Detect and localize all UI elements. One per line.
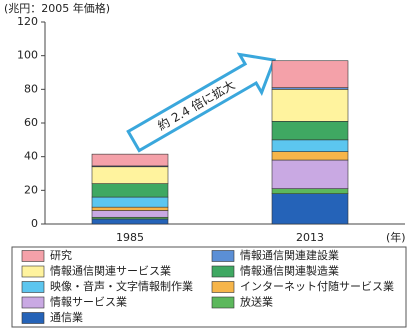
bar-segment	[271, 151, 349, 161]
legend-swatch	[211, 281, 235, 293]
bar-segment	[91, 183, 169, 198]
legend-swatch	[21, 312, 45, 324]
bar-segment	[91, 166, 169, 184]
bar-segment	[91, 210, 169, 218]
annotation: 約 2.4 倍に拡大	[155, 77, 238, 133]
legend-swatch	[21, 250, 45, 262]
x-tick-label: 2013	[296, 231, 324, 244]
legend-label: 映像・音声・文字情報制作業	[50, 279, 193, 293]
legend-label: 放送業	[240, 295, 273, 309]
legend-swatch	[21, 281, 45, 293]
bar-segment	[91, 196, 169, 208]
bar-segment	[91, 218, 169, 225]
legend-swatch	[211, 296, 235, 309]
legend-label: 情報通信関連建設業	[240, 248, 339, 262]
legend-label: 情報通信関連サービス業	[50, 264, 171, 278]
legend-swatch	[21, 265, 45, 278]
legend-label: インターネット付随サービス業	[240, 279, 394, 293]
bar-segment	[271, 193, 349, 225]
arrow-shape	[126, 52, 277, 153]
y-tick-label: 100	[17, 49, 38, 62]
y-tick-label: 0	[31, 217, 38, 230]
y-tick-label: 80	[24, 82, 38, 95]
bar-segment	[271, 159, 349, 189]
bar-segment	[271, 188, 349, 194]
bar-segment	[271, 89, 349, 122]
legend-label: 通信業	[50, 311, 83, 324]
legend-box	[11, 246, 407, 328]
x-tick-label: 1985	[116, 231, 144, 244]
bar-segment	[91, 206, 169, 211]
bar-segment	[91, 153, 169, 167]
legend-swatch	[211, 265, 235, 278]
legend-swatch	[211, 250, 235, 262]
y-tick-label: 20	[24, 183, 38, 196]
x-axis-label: (年)	[386, 230, 406, 244]
annotation-arrow: 約 2.4 倍に拡大	[126, 52, 277, 153]
bar-segment	[271, 60, 349, 88]
bar-segment	[271, 121, 349, 141]
legend-swatch	[21, 296, 45, 309]
legend-label: 情報サービス業	[50, 296, 127, 309]
y-tick-label: 40	[24, 150, 38, 163]
y-tick-label: 60	[24, 116, 38, 129]
y-axis-label: (兆円：2005 年価格)	[4, 1, 110, 15]
legend-label: 情報通信関連製造業	[240, 264, 339, 278]
bar-segment	[271, 139, 349, 152]
y-tick-label: 120	[17, 15, 38, 28]
legend-label: 研究	[50, 248, 72, 262]
